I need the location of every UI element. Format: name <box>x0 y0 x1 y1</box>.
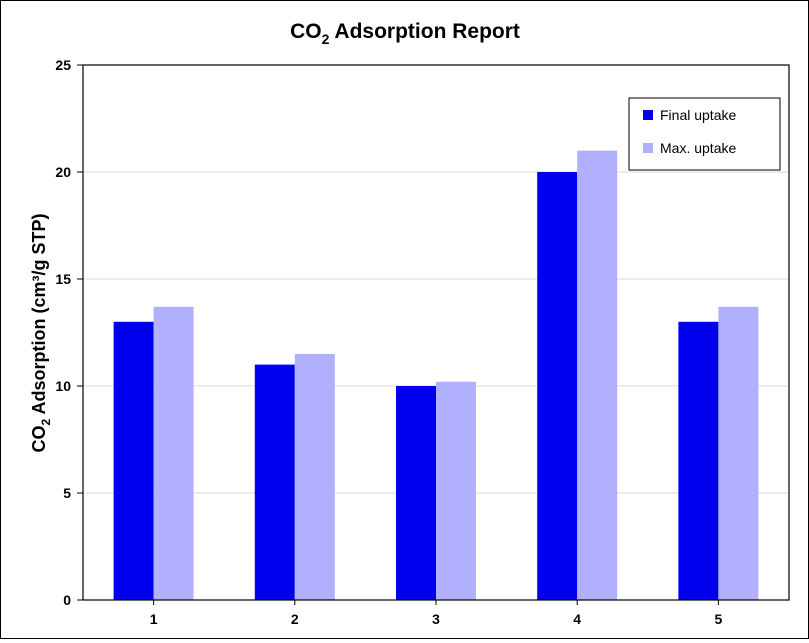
bar-max-uptake-3 <box>436 381 476 600</box>
y-tick-label: 0 <box>63 592 71 608</box>
x-tick-label: 1 <box>150 611 158 627</box>
bars <box>113 150 759 600</box>
bar-max-uptake-5 <box>718 306 759 600</box>
bar-final-uptake-2 <box>254 364 295 600</box>
legend: Final uptake Max. uptake <box>628 97 781 171</box>
y-tick-label: 5 <box>63 485 71 501</box>
legend-swatch <box>643 110 653 120</box>
x-tick-label: 2 <box>291 611 299 627</box>
x-tick-label: 4 <box>573 611 581 627</box>
bar-final-uptake-4 <box>537 172 578 600</box>
bar-max-uptake-1 <box>153 306 194 600</box>
bar-max-uptake-2 <box>294 353 335 600</box>
bar-max-uptake-4 <box>577 150 618 600</box>
legend-label: Max. uptake <box>660 140 736 156</box>
axis-ticks: 0 5 10 15 20 25 1 2 3 4 5 <box>55 57 722 627</box>
bar-final-uptake-3 <box>396 386 436 600</box>
bar-final-uptake-5 <box>678 321 719 600</box>
x-tick-label: 5 <box>715 611 723 627</box>
y-tick-label: 25 <box>55 57 71 73</box>
legend-label: Final uptake <box>660 107 736 123</box>
x-tick-label: 3 <box>432 611 440 627</box>
legend-box <box>628 97 781 171</box>
y-axis-label: CO2 Adsorption (cm³/g STP) <box>29 213 53 452</box>
y-tick-label: 20 <box>55 164 71 180</box>
legend-swatch <box>643 143 653 153</box>
bar-final-uptake-1 <box>113 321 154 600</box>
chart-title: CO2 Adsorption Report <box>290 20 520 47</box>
y-tick-label: 10 <box>55 378 71 394</box>
y-tick-label: 15 <box>55 271 71 287</box>
